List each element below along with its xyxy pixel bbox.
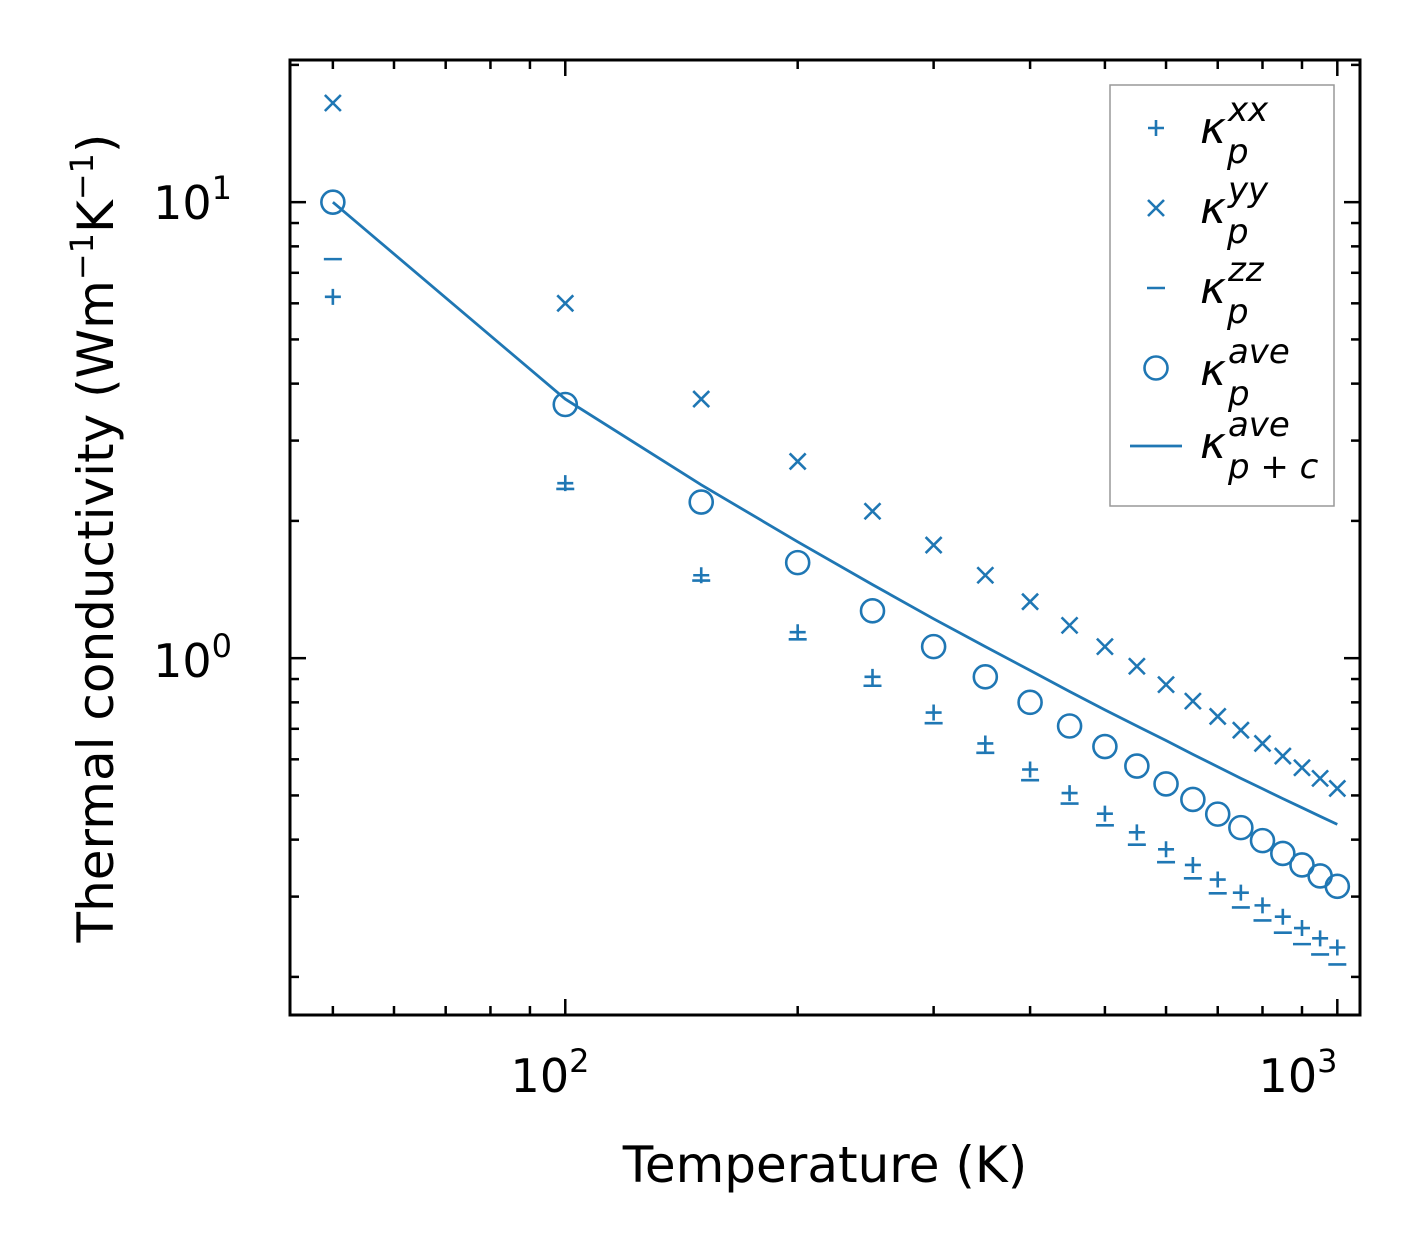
data-point-plus-750 (1232, 884, 1249, 901)
data-point-x-100 (556, 294, 575, 313)
legend-item-kappa-xx: κxx p (1148, 90, 1269, 172)
data-point-x-150 (692, 390, 711, 408)
data-point-x-500 (1095, 637, 1114, 656)
y-tick-label-1: 100 (153, 627, 232, 688)
legend-box (1109, 84, 1335, 507)
data-point-plus-900 (1293, 920, 1310, 937)
data-point-circle-650 (1180, 786, 1206, 813)
data-point-x-50 (323, 94, 342, 112)
legend-item-kappa-zz: κzz p (1147, 250, 1265, 332)
series-circle (320, 189, 1351, 900)
data-point-x-200 (788, 452, 807, 471)
data-point-x-650 (1183, 692, 1202, 711)
data-point-plus-200 (789, 624, 806, 641)
data-point-plus-350 (977, 735, 994, 752)
series-x (323, 94, 1347, 798)
data-point-circle-400 (1017, 689, 1043, 716)
legend-swatch-x (1147, 199, 1165, 217)
legend-item-kappa-ave: κave p (1143, 332, 1290, 414)
data-point-plus-950 (1312, 930, 1329, 947)
legend-item-kappa-yy: κyy p (1147, 170, 1269, 252)
legend-label-kappa-zz: κzz p (1200, 250, 1265, 332)
data-point-circle-950 (1307, 863, 1333, 889)
x-axis-label: Temperature (K) (622, 1136, 1027, 1194)
data-point-plus-300 (925, 704, 942, 721)
series-plus (324, 288, 1346, 956)
x-tick-label-1000: 103 (1259, 1042, 1338, 1103)
legend: κxx p κyy p κzz p κave p κave p + c (1109, 84, 1335, 507)
data-point-circle-900 (1289, 852, 1315, 878)
data-point-circle-350 (972, 664, 999, 690)
data-point-x-1000 (1328, 779, 1347, 798)
data-point-plus-550 (1128, 824, 1145, 841)
data-point-x-400 (1021, 592, 1040, 611)
data-point-circle-300 (920, 633, 947, 660)
legend-marker-circle (1143, 355, 1169, 381)
legend-label-kappa-ave-pc: κave p + c (1200, 405, 1319, 487)
data-point-x-450 (1060, 616, 1079, 635)
legend-marker-x (1147, 199, 1165, 217)
data-point-x-900 (1293, 758, 1311, 777)
data-point-x-350 (976, 566, 995, 585)
data-point-circle-750 (1228, 814, 1254, 841)
data-point-plus-700 (1209, 871, 1226, 888)
data-point-plus-650 (1184, 856, 1201, 873)
data-point-x-750 (1231, 721, 1250, 740)
data-point-x-850 (1273, 747, 1292, 765)
legend-item-kappa-ave-pc: κave p + c (1130, 405, 1319, 487)
data-point-plus-400 (1022, 761, 1039, 778)
data-point-circle-500 (1092, 733, 1118, 760)
data-point-circle-50 (320, 189, 346, 215)
plot-content (320, 94, 1351, 966)
series-hline (323, 257, 1347, 966)
data-point-x-800 (1253, 734, 1272, 753)
legend-label-kappa-xx: κxx p (1200, 90, 1269, 172)
data-point-x-600 (1157, 675, 1175, 694)
data-point-circle-800 (1249, 827, 1276, 854)
data-point-x-250 (863, 502, 882, 521)
data-point-circle-600 (1153, 771, 1179, 797)
series-line-kappa-ave-pc (331, 201, 1338, 826)
data-point-circle-200 (784, 549, 811, 576)
legend-swatch-circle (1143, 355, 1169, 381)
data-point-x-950 (1311, 769, 1330, 788)
legend-swatch-plus (1148, 120, 1164, 136)
y-axis-label: Thermal conductivity (Wm−1K−1) (63, 134, 125, 944)
data-point-circle-700 (1204, 801, 1231, 827)
data-point-circle-850 (1270, 840, 1296, 867)
data-point-circle-250 (859, 598, 886, 624)
legend-label-kappa-yy: κyy p (1200, 170, 1269, 252)
data-point-x-300 (924, 536, 943, 555)
data-point-plus-250 (864, 668, 881, 685)
data-point-plus-600 (1158, 841, 1175, 858)
plot-frame (288, 58, 1362, 1017)
data-point-plus-1000 (1329, 939, 1346, 956)
legend-marker-plus (1148, 120, 1164, 136)
data-point-plus-500 (1096, 805, 1113, 822)
data-point-plus-450 (1061, 785, 1078, 802)
legend-label-kappa-ave: κave p (1200, 332, 1290, 414)
y-tick-label-10: 101 (153, 169, 232, 230)
data-point-plus-800 (1254, 897, 1271, 914)
data-point-circle-450 (1056, 713, 1083, 739)
x-tick-label-100: 102 (511, 1042, 590, 1103)
data-point-x-700 (1208, 707, 1227, 726)
data-point-circle-1000 (1324, 873, 1351, 900)
data-point-plus-50 (324, 288, 341, 305)
data-point-circle-100 (552, 391, 579, 418)
data-point-circle-150 (688, 489, 715, 515)
data-point-plus-850 (1274, 908, 1291, 925)
data-point-circle-550 (1124, 753, 1150, 779)
data-point-x-550 (1127, 657, 1146, 676)
